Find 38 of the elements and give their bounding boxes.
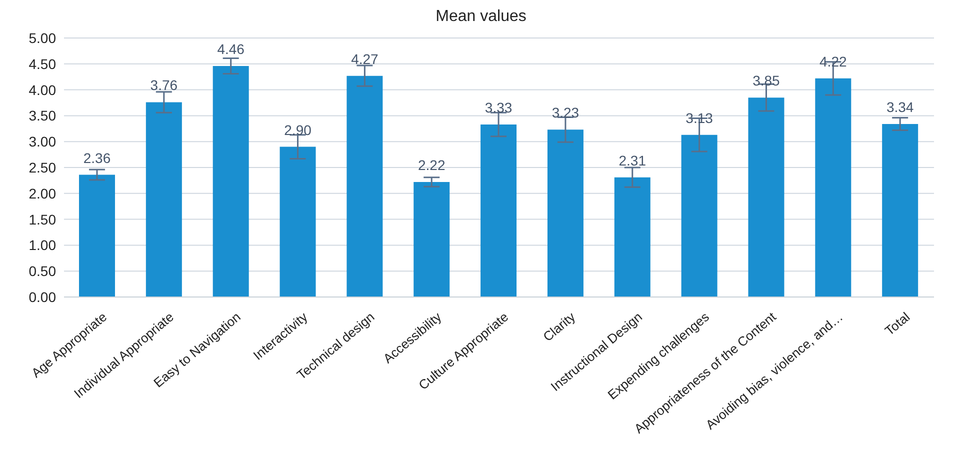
data-label: 4.46 [217,40,245,57]
data-label: 3.13 [686,110,714,126]
bar [414,182,450,297]
y-tick-label: 2.00 [28,185,56,202]
data-label: 4.27 [351,50,379,67]
bar [748,98,784,297]
data-label: 4.22 [820,53,847,70]
chart-title: Mean values [436,8,526,25]
bar [815,78,852,297]
data-label: 3.23 [552,104,580,121]
data-label: 3.85 [752,72,780,89]
data-label: 3.76 [150,77,178,94]
y-tick-label: 4.50 [28,56,56,72]
y-tick-label: 2.50 [28,159,56,176]
bar [547,130,584,297]
y-tick-label: 0.00 [28,288,56,305]
bar [146,102,182,297]
bar [681,134,718,297]
data-label: 2.90 [284,122,312,138]
y-tick-label: 0.50 [28,263,56,280]
data-label: 2.31 [618,152,646,168]
y-tick-label: 4.00 [28,82,56,98]
bar [79,174,115,297]
y-tick-label: 1.50 [28,211,56,228]
bar [480,124,517,297]
y-tick-label: 1.00 [28,237,56,254]
data-label: 3.34 [886,98,914,115]
data-label: 2.22 [418,157,446,174]
bar [882,124,918,297]
data-label: 2.36 [83,150,111,166]
bar [212,66,249,297]
y-tick-label: 5.00 [28,30,56,46]
y-tick-label: 3.50 [28,108,56,124]
y-tick-label: 3.00 [28,134,56,150]
data-label: 3.33 [484,100,512,116]
bar [614,177,650,297]
bar [280,146,316,297]
bar [346,76,383,297]
